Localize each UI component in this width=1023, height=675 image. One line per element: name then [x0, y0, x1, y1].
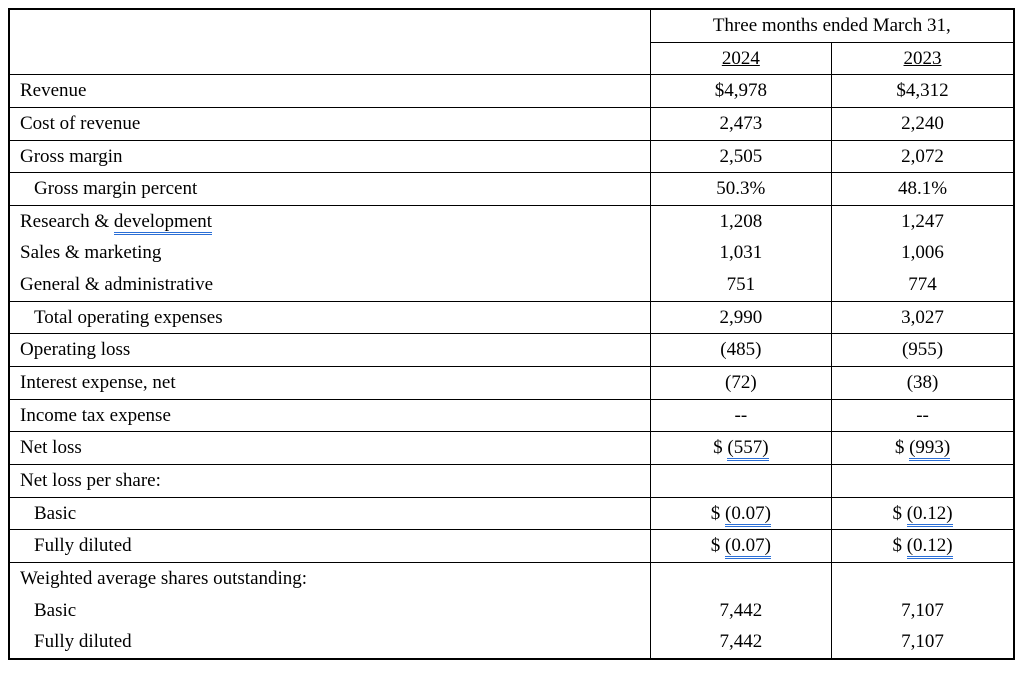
label-net-loss: Net loss	[10, 432, 650, 465]
row-gross-margin: Gross margin 2,505 2,072	[10, 140, 1013, 173]
grammar-mark: (0.12)	[907, 535, 953, 559]
row-waso-hdr: Weighted average shares outstanding:	[10, 562, 1013, 594]
label-waso-basic: Basic	[10, 595, 650, 627]
label-gm-pct: Gross margin percent	[10, 173, 650, 206]
grammar-mark: (0.07)	[725, 535, 771, 559]
row-waso-basic: Basic 7,442 7,107	[10, 595, 1013, 627]
val-opex-2024: 2,990	[650, 301, 831, 334]
val-cor-2023: 2,240	[832, 107, 1013, 140]
row-ga: General & administrative 751 774	[10, 269, 1013, 301]
val-ga-2024: 751	[650, 269, 831, 301]
year-col-1: 2024	[650, 42, 831, 75]
val-nlps-dil-2024: $ (0.07)	[650, 530, 831, 563]
label-tax: Income tax expense	[10, 399, 650, 432]
financial-table: Three months ended March 31, 2024 2023 R…	[10, 10, 1013, 658]
val-opex-2023: 3,027	[832, 301, 1013, 334]
label-int-exp: Interest expense, net	[10, 367, 650, 400]
row-int-exp: Interest expense, net (72) (38)	[10, 367, 1013, 400]
label-nlps-diluted: Fully diluted	[10, 530, 650, 563]
row-revenue: Revenue $4,978 $4,312	[10, 75, 1013, 108]
val-netloss-2024: $ (557)	[650, 432, 831, 465]
grammar-mark: development	[114, 211, 212, 235]
val-nlps-hdr-1	[650, 464, 831, 497]
val-sm-2023: 1,006	[832, 237, 1013, 269]
val-int-2024: (72)	[650, 367, 831, 400]
val-waso-basic-2023: 7,107	[832, 595, 1013, 627]
val-gmpct-2024: 50.3%	[650, 173, 831, 206]
row-cost-of-revenue: Cost of revenue 2,473 2,240	[10, 107, 1013, 140]
val-ga-2023: 774	[832, 269, 1013, 301]
grammar-mark: (993)	[909, 437, 950, 461]
val-waso-dil-2024: 7,442	[650, 626, 831, 658]
label-ga: General & administrative	[10, 269, 650, 301]
row-op-loss: Operating loss (485) (955)	[10, 334, 1013, 367]
val-revenue-2023: $4,312	[832, 75, 1013, 108]
val-gmpct-2023: 48.1%	[832, 173, 1013, 206]
label-nlps-hdr: Net loss per share:	[10, 464, 650, 497]
label-rd: Research & development	[10, 205, 650, 237]
val-waso-dil-2023: 7,107	[832, 626, 1013, 658]
header-blank-2	[10, 42, 650, 75]
label-op-loss: Operating loss	[10, 334, 650, 367]
label-sm: Sales & marketing	[10, 237, 650, 269]
val-nlps-hdr-2	[832, 464, 1013, 497]
val-sm-2024: 1,031	[650, 237, 831, 269]
grammar-mark: (557)	[727, 437, 768, 461]
period-header: Three months ended March 31,	[650, 10, 1013, 42]
grammar-mark: (0.07)	[725, 503, 771, 527]
label-cost-of-revenue: Cost of revenue	[10, 107, 650, 140]
label-waso-diluted: Fully diluted	[10, 626, 650, 658]
val-revenue-2024: $4,978	[650, 75, 831, 108]
val-waso-hdr-1	[650, 562, 831, 594]
val-tax-2024: --	[650, 399, 831, 432]
label-waso-hdr: Weighted average shares outstanding:	[10, 562, 650, 594]
val-nlps-basic-2023: $ (0.12)	[832, 497, 1013, 530]
row-net-loss: Net loss $ (557) $ (993)	[10, 432, 1013, 465]
label-gross-margin: Gross margin	[10, 140, 650, 173]
val-oploss-2023: (955)	[832, 334, 1013, 367]
financial-table-container: Three months ended March 31, 2024 2023 R…	[8, 8, 1015, 660]
val-waso-basic-2024: 7,442	[650, 595, 831, 627]
row-gross-margin-pct: Gross margin percent 50.3% 48.1%	[10, 173, 1013, 206]
val-nlps-dil-2023: $ (0.12)	[832, 530, 1013, 563]
val-gm-2024: 2,505	[650, 140, 831, 173]
val-cor-2024: 2,473	[650, 107, 831, 140]
label-revenue: Revenue	[10, 75, 650, 108]
val-gm-2023: 2,072	[832, 140, 1013, 173]
row-nlps-basic: Basic $ (0.07) $ (0.12)	[10, 497, 1013, 530]
header-row-period: Three months ended March 31,	[10, 10, 1013, 42]
label-nlps-basic: Basic	[10, 497, 650, 530]
row-nlps-hdr: Net loss per share:	[10, 464, 1013, 497]
year-col-2: 2023	[832, 42, 1013, 75]
row-sm: Sales & marketing 1,031 1,006	[10, 237, 1013, 269]
val-waso-hdr-2	[832, 562, 1013, 594]
header-row-years: 2024 2023	[10, 42, 1013, 75]
row-nlps-diluted: Fully diluted $ (0.07) $ (0.12)	[10, 530, 1013, 563]
label-total-opex: Total operating expenses	[10, 301, 650, 334]
grammar-mark: (0.12)	[907, 503, 953, 527]
val-oploss-2024: (485)	[650, 334, 831, 367]
val-nlps-basic-2024: $ (0.07)	[650, 497, 831, 530]
header-blank	[10, 10, 650, 42]
val-rd-2024: 1,208	[650, 205, 831, 237]
row-rd: Research & development 1,208 1,247	[10, 205, 1013, 237]
row-total-opex: Total operating expenses 2,990 3,027	[10, 301, 1013, 334]
val-netloss-2023: $ (993)	[832, 432, 1013, 465]
row-tax: Income tax expense -- --	[10, 399, 1013, 432]
row-waso-diluted: Fully diluted 7,442 7,107	[10, 626, 1013, 658]
val-tax-2023: --	[832, 399, 1013, 432]
val-int-2023: (38)	[832, 367, 1013, 400]
val-rd-2023: 1,247	[832, 205, 1013, 237]
